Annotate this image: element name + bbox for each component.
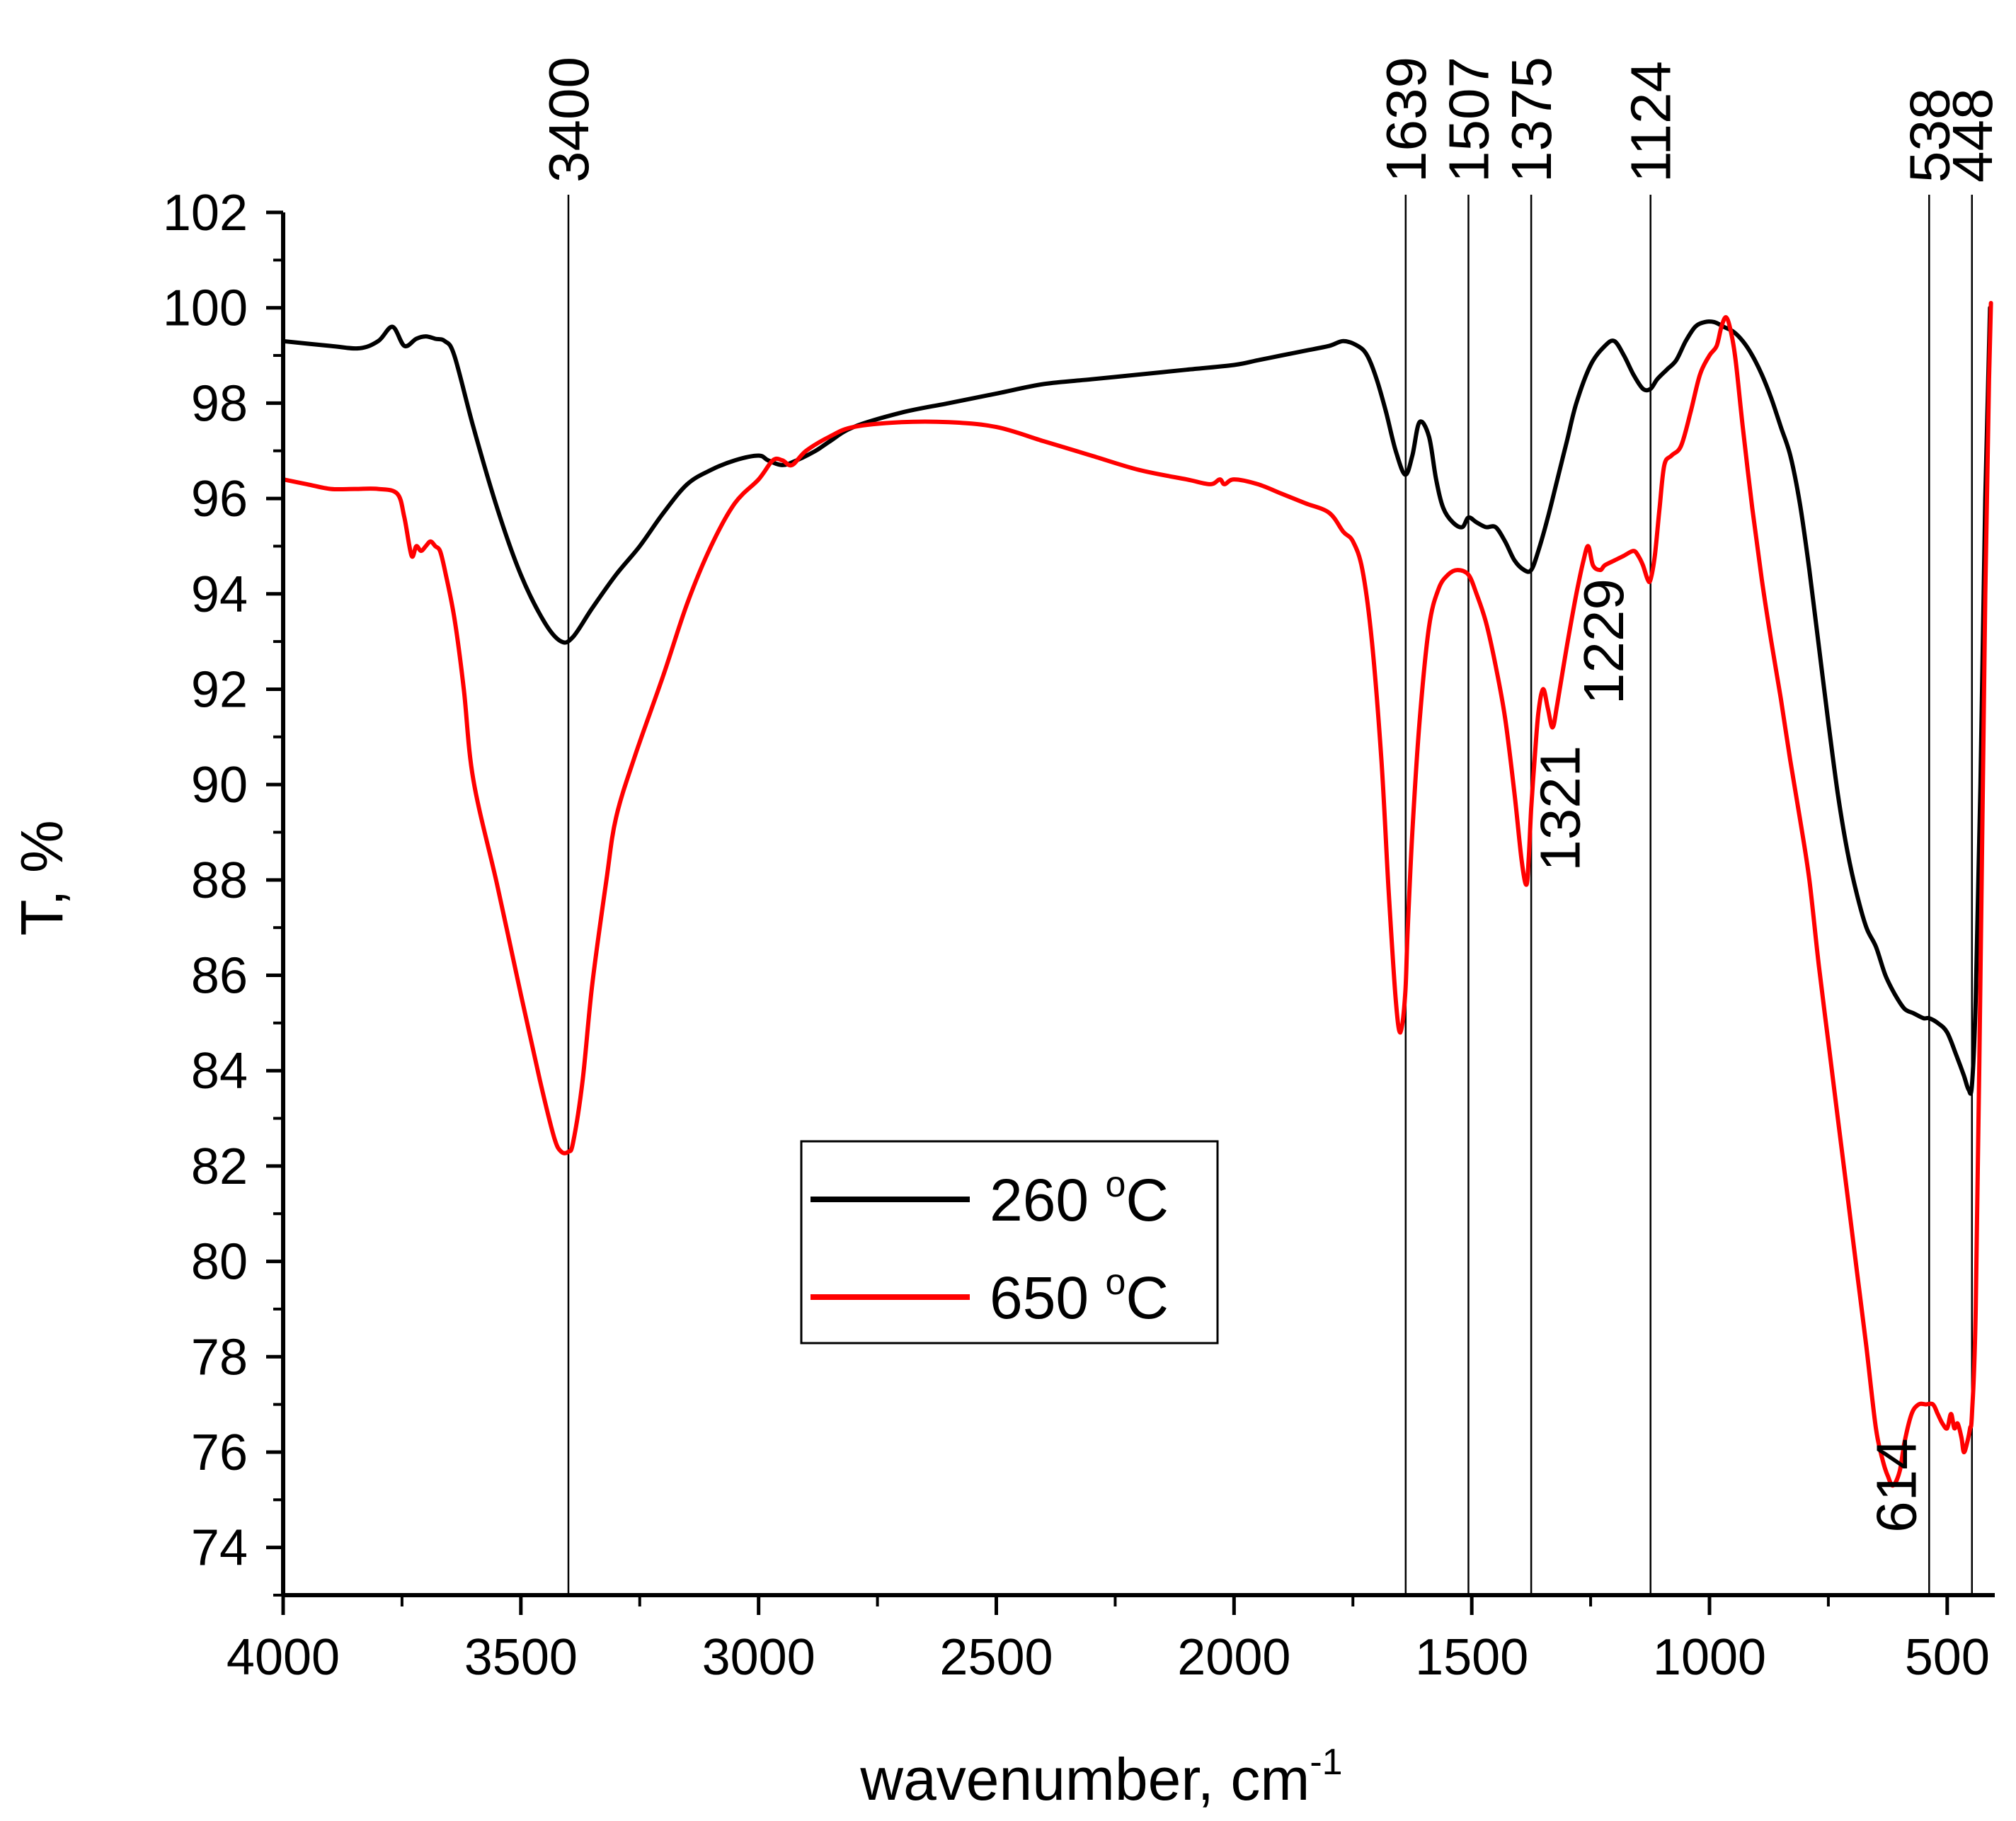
reference-label-1375: 1375	[1500, 57, 1563, 183]
y-tick-label-78: 78	[191, 1329, 248, 1386]
reference-label-1124: 1124	[1620, 61, 1683, 183]
legend-label-650: 650 oC	[990, 1262, 1169, 1331]
legend-label-260: 260 oC	[990, 1164, 1169, 1233]
x-tick-label-3000: 3000	[702, 1629, 815, 1686]
y-tick-label-76: 76	[191, 1425, 248, 1481]
peak-label-1321: 1321	[1528, 746, 1591, 872]
reference-label-3400: 3400	[537, 57, 600, 183]
x-tick-label-500: 500	[1905, 1629, 1990, 1686]
reference-label-1639: 1639	[1375, 57, 1438, 183]
y-tick-label-74: 74	[191, 1520, 248, 1577]
peak-label-1229: 1229	[1572, 578, 1635, 704]
x-tick-label-4000: 4000	[227, 1629, 340, 1686]
reference-lines	[567, 195, 1974, 1595]
series-line-650	[281, 301, 1993, 1488]
legend-label-650-unit: C	[1126, 1265, 1169, 1331]
reference-label-448: 448	[1941, 89, 2004, 183]
y-tick-label-96: 96	[191, 471, 248, 527]
legend-label-650-degree: o	[1106, 1262, 1126, 1303]
series-line-260	[281, 305, 1993, 1096]
y-tick-label-82: 82	[191, 1138, 248, 1195]
y-tick-label-80: 80	[191, 1234, 248, 1291]
series-layer	[281, 301, 1993, 1488]
reference-label-1507: 1507	[1437, 57, 1500, 183]
y-tick-label-88: 88	[191, 852, 248, 909]
y-axis-title: T, %	[8, 820, 75, 935]
x-axis-title-text: wavenumber, cm	[859, 1746, 1310, 1813]
legend-box	[800, 1140, 1219, 1345]
y-tick-label-90: 90	[191, 757, 248, 814]
legend-label-260-value: 260	[990, 1167, 1106, 1233]
x-axis-title-superscript: -1	[1310, 1742, 1342, 1783]
x-tick-label-3500: 3500	[464, 1629, 578, 1686]
reference-label-538: 538	[1898, 89, 1961, 183]
x-axis-title: wavenumber, cm-1	[859, 1742, 1342, 1813]
y-axis-ticks: 74 76 78 80 82 84 86 88 90 92 94 96 98 100 102	[163, 185, 283, 1597]
y-tick-label-86: 86	[191, 948, 248, 1005]
x-tick-label-1500: 1500	[1415, 1629, 1528, 1686]
y-tick-label-84: 84	[191, 1043, 248, 1100]
x-tick-label-2500: 2500	[939, 1629, 1053, 1686]
legend-label-260-degree: o	[1106, 1164, 1126, 1205]
y-tick-label-100: 100	[163, 280, 248, 337]
peak-label-614: 614	[1865, 1438, 1928, 1532]
y-tick-label-92: 92	[191, 661, 248, 718]
y-tick-label-102: 102	[163, 185, 248, 241]
x-tick-label-1000: 1000	[1653, 1629, 1766, 1686]
x-axis-ticks: 4000 3500 3000 2500 2000 1500 1000 500	[227, 1595, 1990, 1686]
inline-peak-labels: 1321 1229 614	[1528, 578, 1928, 1533]
y-tick-label-98: 98	[191, 375, 248, 432]
legend: 260 oC 650 oC	[800, 1140, 1219, 1345]
legend-label-260-unit: C	[1126, 1167, 1169, 1233]
legend-label-650-value: 650	[990, 1265, 1106, 1331]
y-tick-label-94: 94	[191, 566, 248, 623]
x-tick-label-2000: 2000	[1177, 1629, 1290, 1686]
